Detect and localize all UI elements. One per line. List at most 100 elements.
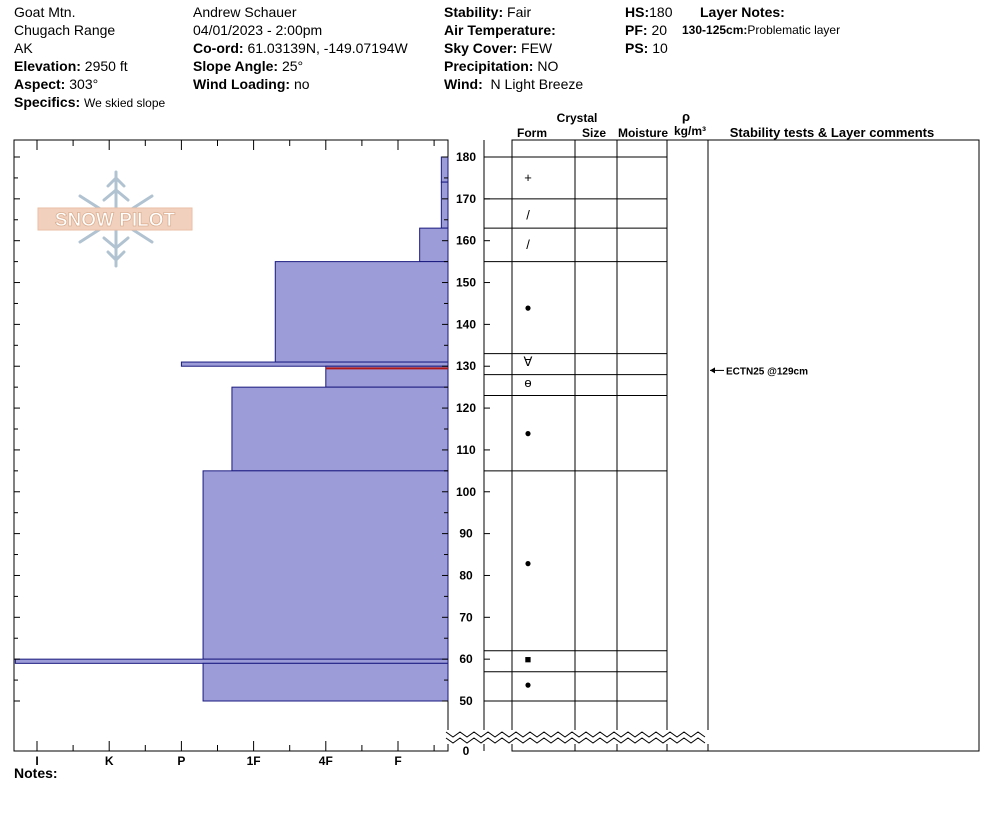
grain-form-6: ● [524,426,531,440]
form-header: Form [517,126,547,140]
density-symbol: ρ [682,109,690,124]
hardness-layer-3 [274,261,449,363]
specifics-value: We skied slope [84,96,166,110]
depth-label-0: 0 [463,744,470,758]
air-temp-row: Air Temperature: [444,21,583,39]
hardness-layer-7 [202,470,449,660]
depth-label-180: 180 [456,150,476,164]
grain-form-5: ө [524,375,531,390]
wind-loading-value: no [293,76,310,92]
grain-form-1: / [526,208,530,223]
coord-label: Co-ord: [193,40,244,56]
slope-value: 25° [281,58,304,74]
hs-label: HS: [625,4,650,20]
snowpilot-logo: SNOW PILOT [37,170,193,268]
hardness-layer-8 [14,658,449,664]
elevation-value: 2950 ft [84,58,128,74]
grain-form-9: ● [524,677,531,691]
depth-left-ticks [14,156,448,702]
grain-form-8: ■ [525,654,532,666]
layer-notes-label: Layer Notes: [700,4,785,20]
depth-label-90: 90 [459,527,473,541]
grain-form-7: ● [524,556,531,570]
hardness-label-P: P [177,754,185,768]
depth-label-160: 160 [456,234,476,248]
stability-label: Stability: [444,4,504,20]
stability-comments-header: Stability tests & Layer comments [730,125,934,140]
hardness-label-4F: 4F [319,754,333,768]
notes-label: Notes: [14,765,58,781]
hardness-layer-5 [325,365,449,388]
precip-label: Precipitation: [444,58,534,74]
elevation-label: Elevation: [14,58,81,74]
hardness-scale-labels: I K P 1F 4F F [35,754,401,768]
moisture-header: Moisture [618,126,668,140]
stability-row: Stability: Fair [444,3,583,21]
depth-label-60: 60 [459,652,473,666]
axis-break-line [445,731,706,738]
hardness-label-1F: 1F [247,754,261,768]
aspect-row: Aspect: 303° [14,75,165,93]
density-unit: kg/m³ [674,124,706,138]
conditions-block: Stability: Fair Air Temperature: Sky Cov… [444,3,583,93]
sky-label: Sky Cover: [444,40,518,56]
arrow-head-icon [710,367,715,374]
hardness-bottom-ticks [36,741,435,751]
depth-label-100: 100 [456,485,476,499]
state-name: AK [14,40,33,56]
location-name: Goat Mtn. [14,4,76,20]
observation-datetime: 04/01/2023 - 2:00pm [193,22,323,38]
depth-axis-ticks [484,156,490,702]
depth-label-170: 170 [456,192,476,206]
hardness-layers [14,156,449,702]
wind-loading-label: Wind Loading: [193,76,291,92]
crystal-header: Crystal [557,111,598,125]
stability-test-label-0: ECTN25 @129cm [726,366,808,377]
hardness-layer-2 [419,227,449,263]
precip-row: Precipitation: NO [444,57,583,75]
depth-label-130: 130 [456,359,476,373]
hardness-top-ticks [36,140,435,150]
observer-block: Andrew Schauer 04/01/2023 - 2:00pm Co-or… [193,3,408,93]
specifics-label: Specifics: [14,94,81,110]
layer-notes-block: Layer Notes: 130-125cm:Problematic layer [682,3,840,39]
depth-label-50: 50 [459,694,473,708]
aspect-label: Aspect: [14,76,66,92]
grain-form-2: / [526,237,530,252]
layer-note-range: 130-125cm: [682,23,748,37]
grain-table-frame [511,139,709,752]
size-header: Size [582,126,606,140]
hardness-label-F: F [394,754,401,768]
depth-label-140: 140 [456,317,476,331]
depth-label-70: 70 [459,610,473,624]
coord-row: Co-ord: 61.03139N, -149.07194W [193,39,408,57]
grain-form-3: ● [524,301,531,315]
aspect-value: 303° [69,76,99,92]
logo-text: SNOW PILOT [55,210,176,231]
elevation-row: Elevation: 2950 ft [14,57,165,75]
depth-label-120: 120 [456,401,476,415]
depth-label-110: 110 [456,443,476,457]
pf-label: PF: [625,22,648,38]
range-name: Chugach Range [14,22,116,38]
ps-row: PS: 10 [625,39,672,57]
wind-label: Wind: [444,76,483,92]
wind-value: N Light Breeze [490,76,584,92]
grain-form-0: + [524,170,532,185]
axis-break-line [445,737,706,744]
stability-comments-frame [707,139,980,752]
stability-tests: ECTN25 @129cm [710,366,808,377]
grain-form-4: ∀ [524,354,533,369]
depth-label-80: 80 [459,568,473,582]
coord-value: 61.03139N, -149.07194W [247,40,408,56]
hardness-layer-9 [202,662,449,702]
layer-note-row: 130-125cm:Problematic layer [682,21,840,39]
slope-row: Slope Angle: 25° [193,57,408,75]
layer-note-text: Problematic layer [747,23,841,37]
specifics-row: Specifics: We skied slope [14,93,165,112]
layer-connectors [484,156,512,702]
wind-row: Wind: N Light Breeze [444,75,583,93]
precip-value: NO [537,58,559,74]
wind-loading-row: Wind Loading: no [193,75,408,93]
